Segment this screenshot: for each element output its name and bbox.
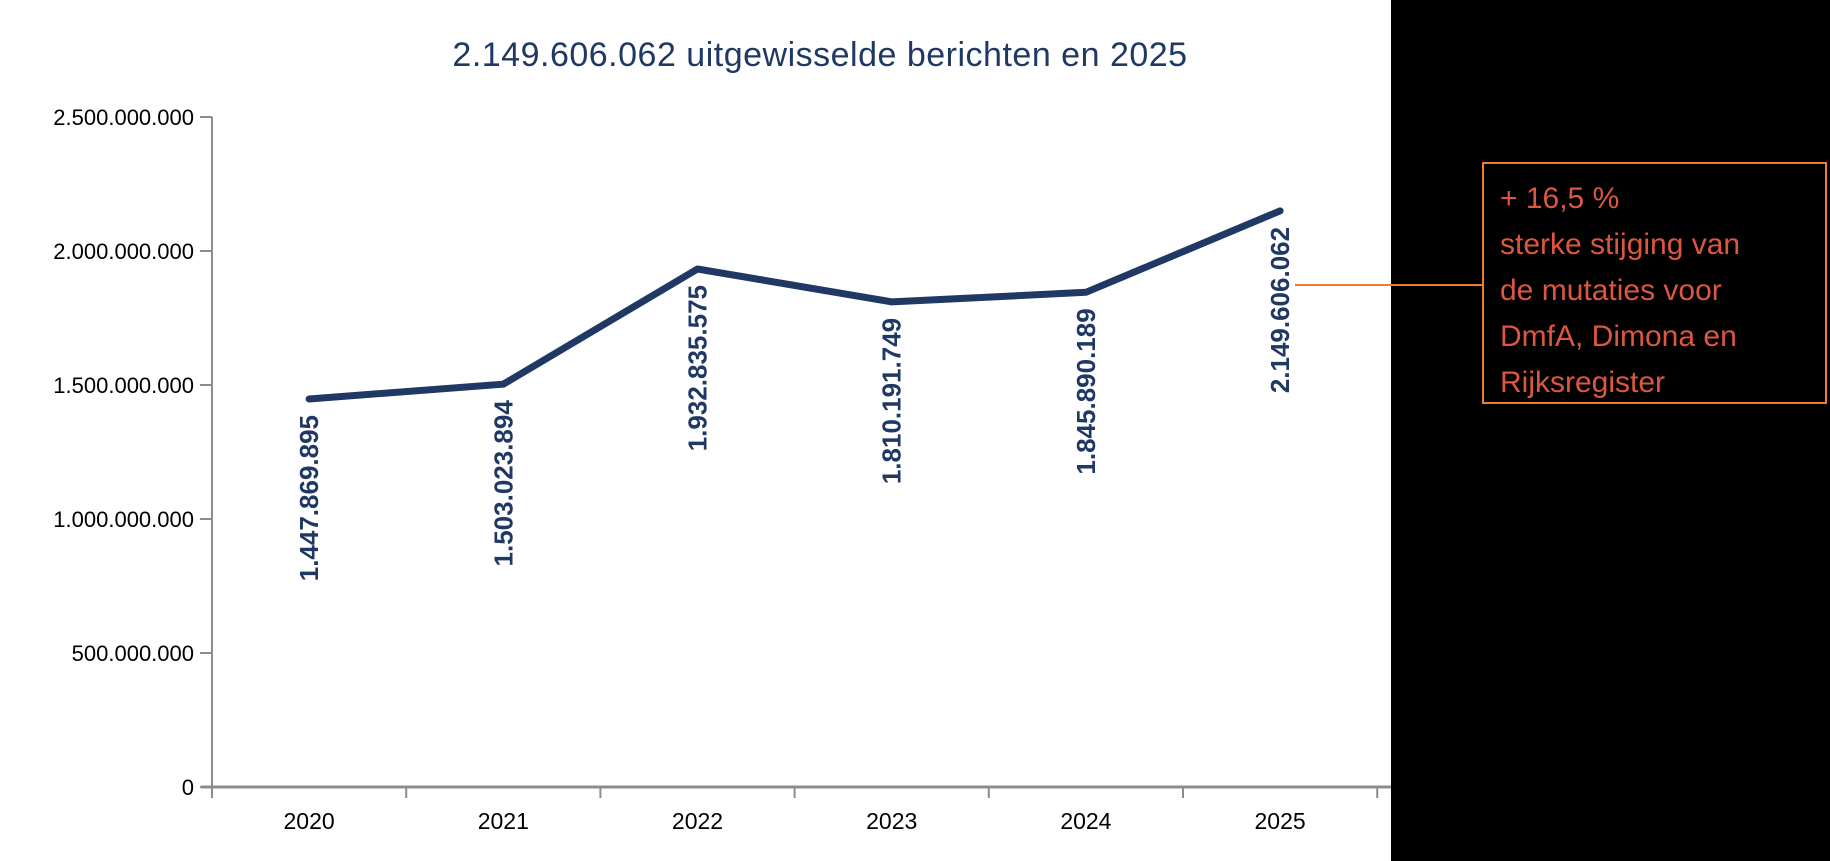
y-axis-label: 2.500.000.000 (53, 105, 194, 130)
black-side-band (1391, 0, 1830, 861)
y-axis-label: 2.000.000.000 (53, 239, 194, 264)
y-axis-label: 1.500.000.000 (53, 373, 194, 398)
callout-text-line: sterke stijging van (1500, 228, 1741, 261)
data-point-label: 1.845.890.189 (1071, 308, 1101, 474)
x-axis-label: 2023 (866, 808, 917, 834)
data-point-label: 1.810.191.749 (877, 318, 907, 484)
y-axis-label: 500.000.000 (72, 641, 194, 666)
data-point-label: 1.447.869.895 (294, 415, 324, 581)
data-point-label: 1.932.835.575 (683, 285, 713, 451)
x-axis-label: 2025 (1255, 808, 1306, 834)
data-point-label: 2.149.606.062 (1265, 227, 1295, 393)
callout-text-line: de mutaties voor (1500, 274, 1722, 307)
callout-text-line: + 16,5 % (1500, 182, 1620, 215)
x-axis-label: 2024 (1060, 808, 1111, 834)
callout-connector-line (1295, 284, 1482, 286)
y-axis-label: 0 (182, 775, 194, 800)
chart-title: 2.149.606.062 uitgewisselde berichten en… (452, 36, 1188, 74)
callout-text-line: Rijksregister (1500, 366, 1666, 399)
data-point-label: 1.503.023.894 (488, 400, 518, 567)
x-axis-label: 2020 (284, 808, 335, 834)
x-axis-label: 2022 (672, 808, 723, 834)
callout-box: + 16,5 % sterke stijging van de mutaties v… (1482, 162, 1827, 404)
data-series-line (305, 207, 1284, 403)
x-axis-label: 2021 (478, 808, 529, 834)
y-axis-label: 1.000.000.000 (53, 507, 194, 532)
callout-text-line: DmfA, Dimona en (1500, 320, 1737, 353)
